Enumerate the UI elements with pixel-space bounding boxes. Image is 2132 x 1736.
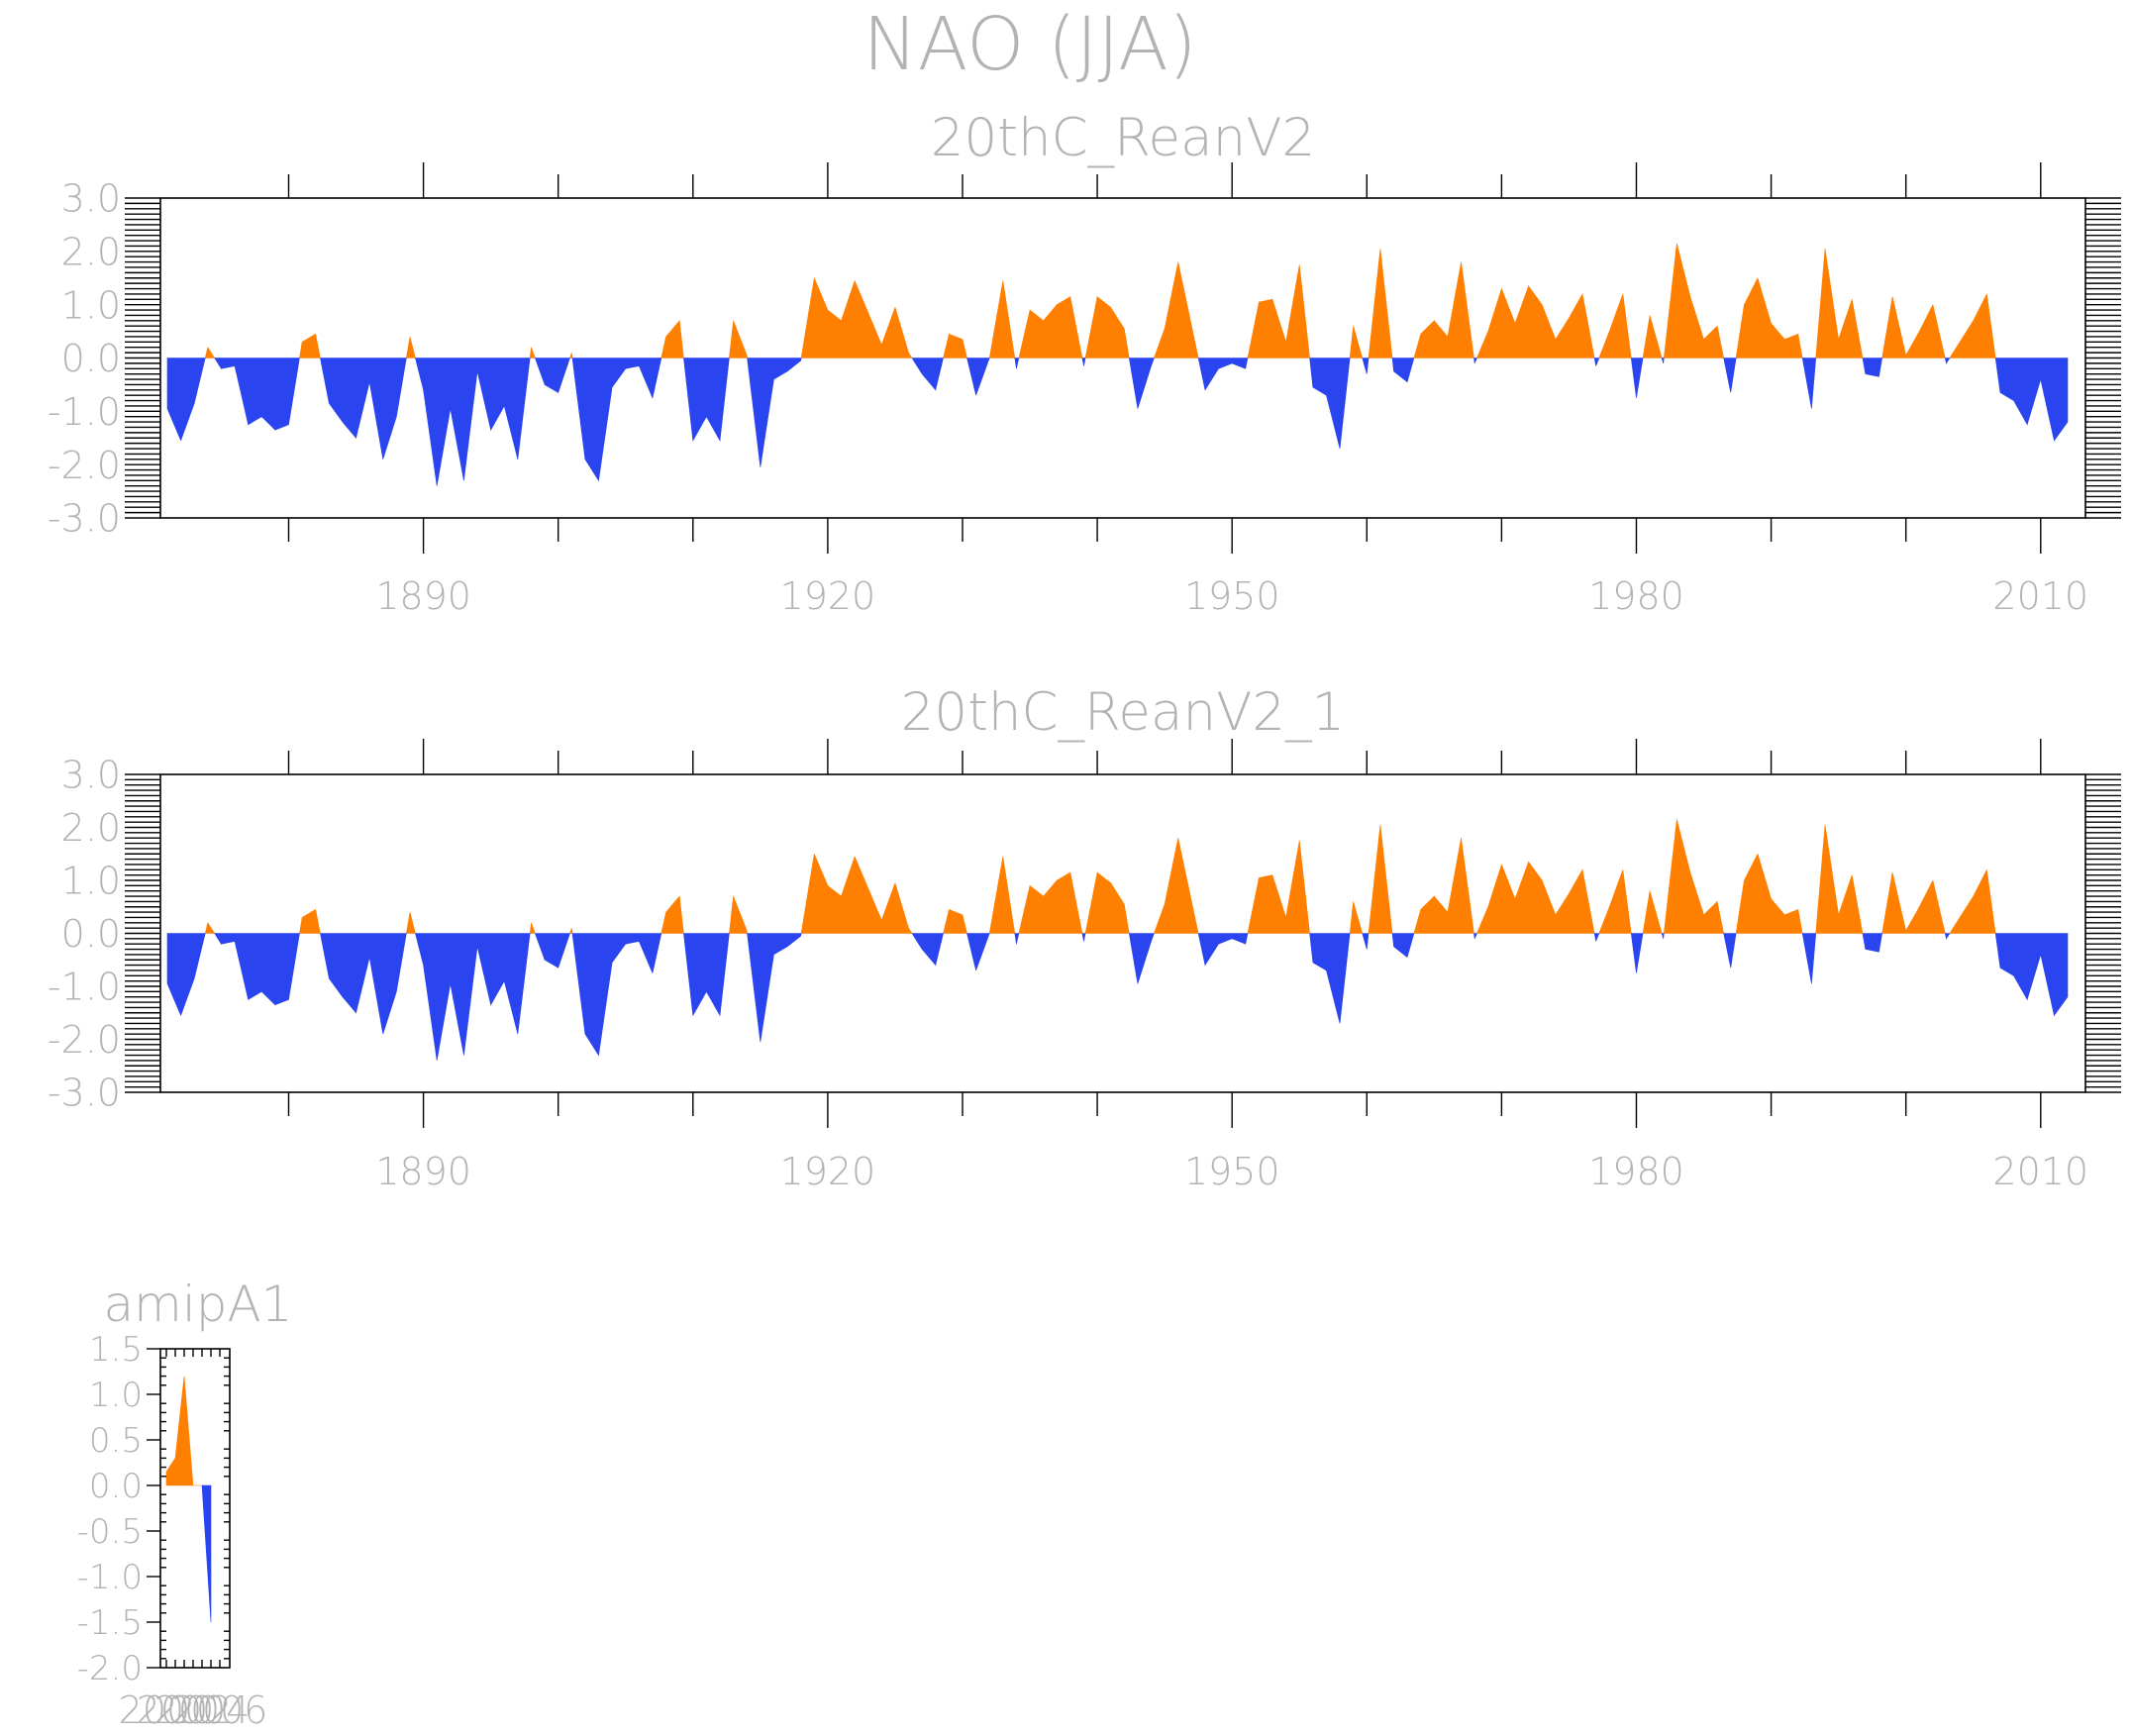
y-tick-label: -2.0 xyxy=(48,444,121,487)
x-tick-label: 1980 xyxy=(1588,574,1684,618)
x-tick-label: 2010 xyxy=(1992,1150,2088,1193)
negative-area-amipa1 xyxy=(201,1484,212,1623)
x-tick-label: 1950 xyxy=(1184,1150,1280,1193)
x-tick-label: 2004 xyxy=(154,1688,251,1732)
x-tick-label: 1950 xyxy=(1184,574,1280,618)
x-tick-label: 2002 xyxy=(137,1688,233,1732)
y-tick-label: -3.0 xyxy=(48,497,121,541)
y-tick-label: -3.0 xyxy=(48,1072,121,1115)
y-tick-label: 0.0 xyxy=(89,1467,143,1506)
x-tick-label: 1920 xyxy=(780,1150,876,1193)
panel-20thc-reanv2: 20thC_ReanV2 3.0 2.0 1.0 0.0 -1.0 -2.0 -3.0 189… xyxy=(48,108,2121,618)
y-tick-label: -0.5 xyxy=(77,1512,143,1552)
y-tick-label: -1.5 xyxy=(77,1603,143,1643)
y-tick-label: 1.0 xyxy=(61,860,121,903)
y-tick-label: 1.0 xyxy=(61,283,121,327)
x-tick-label: 2000 xyxy=(119,1688,215,1732)
positive-area-amipa1 xyxy=(165,1376,202,1486)
y-ticks-reanv2: 3.0 2.0 1.0 0.0 -1.0 -2.0 -3.0 xyxy=(48,177,2121,541)
y-ticks-amipa1: 1.5 1.0 0.5 0.0 -0.5 -1.0 -1.5 -2.0 xyxy=(77,1330,230,1688)
y-tick-label: -2.0 xyxy=(77,1649,143,1688)
y-tick-label: 3.0 xyxy=(61,177,121,221)
positive-area-reanv2-1 xyxy=(204,819,1996,934)
y-tick-label: 0.5 xyxy=(89,1421,143,1461)
x-tick-label: 2006 xyxy=(172,1688,268,1732)
x-tick-label: 1890 xyxy=(375,574,471,618)
y-tick-label: 0.0 xyxy=(61,337,121,380)
y-tick-label: 3.0 xyxy=(61,754,121,797)
y-ticks-reanv2-1: 3.0 2.0 1.0 0.0 -1.0 -2.0 -3.0 xyxy=(48,754,2121,1115)
negative-area-reanv2-1 xyxy=(166,933,2069,1061)
y-tick-label: -2.0 xyxy=(48,1018,121,1062)
x-ticks-reanv2: 1890 1920 1950 1980 2010 xyxy=(287,162,2088,618)
x-ticks-reanv2-1: 1890 1920 1950 1980 2010 xyxy=(287,739,2088,1193)
panel-title-20thc-reanv2-1: 20thC_ReanV2_1 xyxy=(901,682,1346,743)
negative-area-reanv2 xyxy=(166,357,2069,486)
x-tick-label: 1890 xyxy=(375,1150,471,1193)
panel-amipa1: amipA1 1.5 1.0 0.5 0.0 -0.5 -1.0 -1.5 -2.020002… xyxy=(77,1276,293,1732)
panel-20thc-reanv2-1: 20thC_ReanV2_1 3.0 2.0 1.0 0.0 -1.0 -2.0 -3.0 1… xyxy=(48,682,2121,1193)
figure-title: NAO (JJA) xyxy=(863,2,1196,87)
y-tick-label: 0.0 xyxy=(61,912,121,956)
y-tick-label: 1.5 xyxy=(89,1330,143,1370)
panel-title-amipa1: amipA1 xyxy=(104,1276,293,1333)
x-tick-label: 1980 xyxy=(1588,1150,1684,1193)
y-tick-label: 2.0 xyxy=(61,231,121,274)
y-tick-label: 2.0 xyxy=(61,806,121,850)
panel-title-20thc-reanv2: 20thC_ReanV2 xyxy=(931,108,1315,168)
x-tick-label: 1920 xyxy=(780,574,876,618)
positive-area-reanv2 xyxy=(204,243,1996,358)
y-tick-label: -1.0 xyxy=(48,390,121,434)
y-tick-label: -1.0 xyxy=(48,966,121,1009)
y-tick-label: 1.0 xyxy=(89,1376,143,1415)
x-tick-label: 2010 xyxy=(1992,574,2088,618)
y-tick-label: -1.0 xyxy=(77,1558,143,1597)
plot-frame-amipa1 xyxy=(159,1348,231,1669)
